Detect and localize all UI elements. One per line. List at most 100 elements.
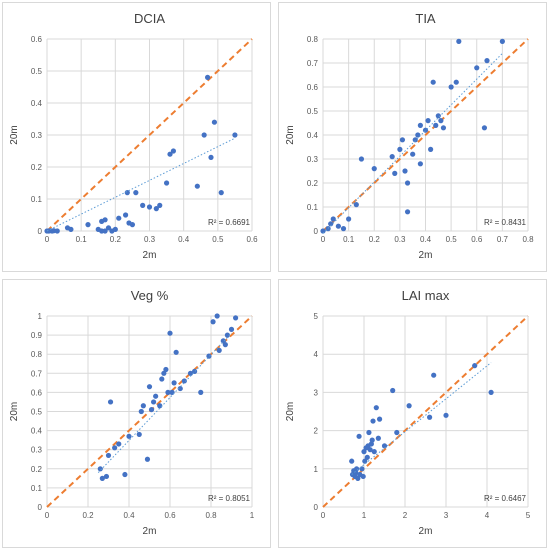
data-point [173,349,179,355]
data-point [171,380,177,386]
data-point [122,471,128,478]
data-point [151,399,157,405]
data-point [430,79,436,85]
data-point [433,122,439,128]
y-tick-label: 0.7 [307,59,319,68]
x-tick-label: 0.5 [446,235,458,244]
x-tick-label: 0.5 [212,235,224,244]
data-point [54,228,60,234]
y-tick-label: 0.2 [31,163,43,172]
data-point [220,338,226,344]
data-point [116,215,122,221]
data-point [499,38,505,45]
x-tick-label: 4 [485,511,490,520]
data-point [428,146,434,152]
data-point [389,154,395,160]
x-tick-label: 2 [403,511,408,520]
trendline [322,53,503,234]
data-point [112,226,118,232]
data-point [320,228,326,234]
x-tick-label: 0.2 [82,511,94,520]
data-point [376,416,383,422]
data-point [102,228,108,234]
data-point [204,74,211,80]
data-point [165,389,171,395]
x-tick-label: 0.2 [369,235,381,244]
x-tick-label: 0.4 [420,235,432,244]
data-point [206,353,212,359]
x-tick-label: 0.4 [178,235,190,244]
data-point [146,384,153,390]
data-point [366,429,372,436]
y-tick-label: 0.2 [307,179,319,188]
r-squared-label: R² = 0.8051 [208,494,251,503]
data-point [440,125,447,131]
data-point [349,458,355,464]
data-point [474,65,480,71]
data-point [140,403,146,409]
y-tick-label: 0.5 [31,408,43,417]
x-tick-label: 0.8 [522,235,534,244]
y-tick-label: 0.3 [31,131,43,140]
data-point [488,389,494,395]
chart-title: DCIA [134,11,165,26]
data-point [410,151,416,157]
data-point [146,204,153,210]
data-point [233,315,239,321]
x-tick-label: 0 [45,235,50,244]
data-point [443,412,449,418]
data-point [335,223,341,229]
x-axis-label: 2m [419,250,433,261]
x-axis-label: 2m [143,526,157,537]
chart-title: Veg % [131,288,169,303]
data-point [105,452,112,459]
data-point [122,212,129,218]
data-point [381,443,388,449]
data-point [107,399,114,405]
data-point [163,366,169,373]
data-point [126,433,132,439]
data-point [481,125,488,131]
y-tick-label: 0.8 [307,35,319,44]
data-point [356,433,362,439]
data-point [140,202,146,208]
y-tick-label: 0.1 [31,195,43,204]
y-tick-label: 0.5 [307,107,319,116]
y-tick-label: 0 [314,227,319,236]
data-point [406,403,412,409]
data-point [163,180,170,186]
data-point [340,226,347,232]
data-point [346,216,352,222]
data-point [133,190,139,196]
data-point [232,132,238,138]
data-point [397,146,403,152]
y-tick-label: 0.9 [31,331,43,340]
x-tick-label: 0.6 [471,235,483,244]
data-point [417,122,423,128]
data-point [167,151,173,157]
data-point [438,118,444,124]
data-point [181,378,187,384]
data-point [425,118,431,124]
y-tick-label: 5 [314,312,319,321]
scatter-chart-svg: Veg % 0 0.2 0.4 0.6 0.8 1 0 0.1 0.2 0.3 0.4 0.5 0.6 0.… [9,288,255,537]
scatter-chart-svg: DCIA 0 0.1 0.2 0.3 0.4 0.5 0.6 0 0.1 0.2 0.3 0.4 0.5 0… [9,11,258,261]
y-tick-label: 0 [38,503,43,512]
data-point [208,154,214,160]
scatter-chart-svg: TIA 0 0.1 0.2 0.3 0.4 0.5 0.6 0.7 0.8 0 0.1 0.2 0.3 0.… [285,11,534,261]
y-tick-label: 0.1 [307,203,319,212]
one-to-one-line [322,38,529,232]
data-point [361,449,367,455]
y-axis-label: 20m [285,402,296,421]
data-point [177,385,183,392]
data-point [371,166,377,172]
y-tick-label: 0.2 [31,465,43,474]
data-point [124,190,130,196]
data-point [201,132,207,138]
data-point [68,226,74,232]
data-point [404,180,411,186]
data-point [103,473,110,480]
data-point [456,38,462,45]
veg-percent-chart-panel: Veg % 0 0.2 0.4 0.6 0.8 1 0 0.1 0.2 0.3 0.4 0.5 0.6 0.… [2,279,271,548]
data-point [484,58,490,64]
